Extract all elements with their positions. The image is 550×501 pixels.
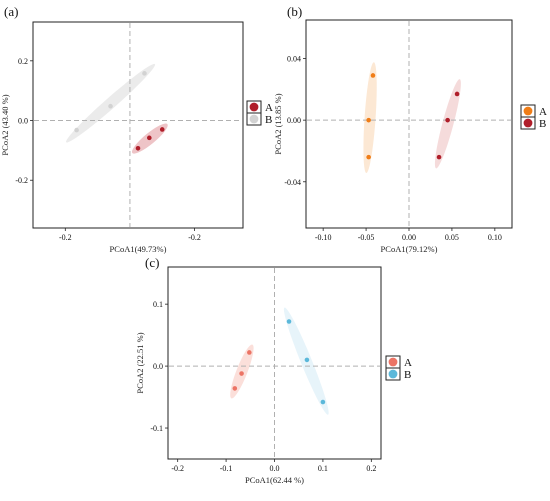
data-point-A — [159, 127, 165, 132]
legend-label: A — [539, 106, 547, 118]
y-tick-label: -0.2 — [15, 176, 28, 185]
y-tick-label: 0.0 — [18, 117, 28, 126]
data-point-B — [142, 71, 147, 76]
series-A-ellipse — [363, 62, 377, 173]
data-point-A — [370, 73, 376, 78]
data-point-A — [366, 154, 371, 160]
x-tick-label: -0.2 — [188, 233, 201, 242]
y-tick-label: 0.00 — [287, 116, 301, 125]
x-tick-label: -0.2 — [59, 233, 72, 242]
panel-label: (b) — [287, 4, 302, 19]
x-axis-title: PCoA1(79.12%) — [381, 244, 438, 254]
data-point-B — [74, 127, 79, 133]
legend-label: A — [265, 102, 273, 114]
legend-marker-A — [249, 102, 259, 112]
legend-label: A — [404, 357, 412, 369]
data-point-B — [108, 103, 113, 109]
data-point-A — [147, 135, 152, 141]
x-tick-label: 0.00 — [402, 233, 416, 242]
legend-marker-A — [388, 357, 398, 367]
y-axis-title: PCoA2 (22.51 %) — [135, 332, 145, 393]
panel-label: (c) — [145, 255, 159, 270]
panel-1: (a) -0.2 -0.2 0.2 0.0 -0.2 PCoA1(49.73%) PCoA2 … — [0, 4, 273, 254]
data-point-B — [454, 91, 460, 97]
data-point-B — [304, 357, 310, 363]
x-axis-title: PCoA1(49.73%) — [110, 244, 167, 254]
legend-marker-A — [523, 106, 533, 116]
y-axis-title: PCoA2 (43.40 %) — [0, 94, 10, 155]
y-tick-label: 0.1 — [153, 300, 163, 309]
x-axis-title: PCoA1(62.44 %) — [245, 475, 304, 485]
legend-label: B — [539, 118, 546, 130]
x-tick-label: -0.2 — [171, 464, 184, 473]
y-tick-label: 0.2 — [18, 57, 28, 66]
data-point-B — [436, 154, 442, 160]
data-point-A — [135, 145, 141, 151]
x-tick-label: 0.1 — [318, 464, 328, 473]
y-tick-label: 0.0 — [153, 362, 163, 371]
legend-marker-B — [523, 118, 533, 128]
y-tick-label: -0.1 — [150, 424, 163, 433]
y-axis-title: PCoA2 (13.85 %) — [273, 93, 283, 154]
x-tick-label: -0.1 — [220, 464, 233, 473]
panel-3: (c) -0.2 -0.1 0.0 0.1 0.2 0.1 0.0 -0.1 PCoA1(62.4… — [135, 255, 412, 485]
data-point-A — [232, 386, 238, 391]
data-point-A — [247, 350, 252, 355]
plot-frame — [32, 21, 244, 229]
plot-frame — [305, 19, 513, 229]
legend-marker-B — [388, 369, 398, 379]
panel-2: (b) -0.10 -0.05 0.00 0.05 0.10 0.04 0.00 -0.04 PC… — [273, 4, 547, 254]
legend-label: B — [265, 114, 272, 126]
x-tick-label: 0.2 — [366, 464, 376, 473]
data-point-A — [239, 371, 244, 376]
plot-frame — [167, 266, 382, 460]
series-B-ellipse — [434, 79, 461, 169]
data-point-B — [445, 117, 450, 123]
panel-label: (a) — [4, 4, 18, 19]
x-tick-label: -0.05 — [358, 233, 375, 242]
series-B-ellipse — [66, 63, 156, 143]
x-tick-label: 0.05 — [445, 233, 459, 242]
data-point-B — [320, 399, 326, 405]
y-tick-label: 0.04 — [287, 55, 301, 64]
x-tick-label: -0.10 — [315, 233, 332, 242]
data-point-A — [366, 117, 371, 123]
legend-label: B — [404, 369, 411, 381]
x-tick-label: 0.0 — [270, 464, 280, 473]
legend-marker-B — [249, 114, 259, 124]
y-tick-label: -0.04 — [284, 178, 301, 187]
data-point-B — [286, 319, 292, 324]
x-tick-label: 0.10 — [488, 233, 502, 242]
